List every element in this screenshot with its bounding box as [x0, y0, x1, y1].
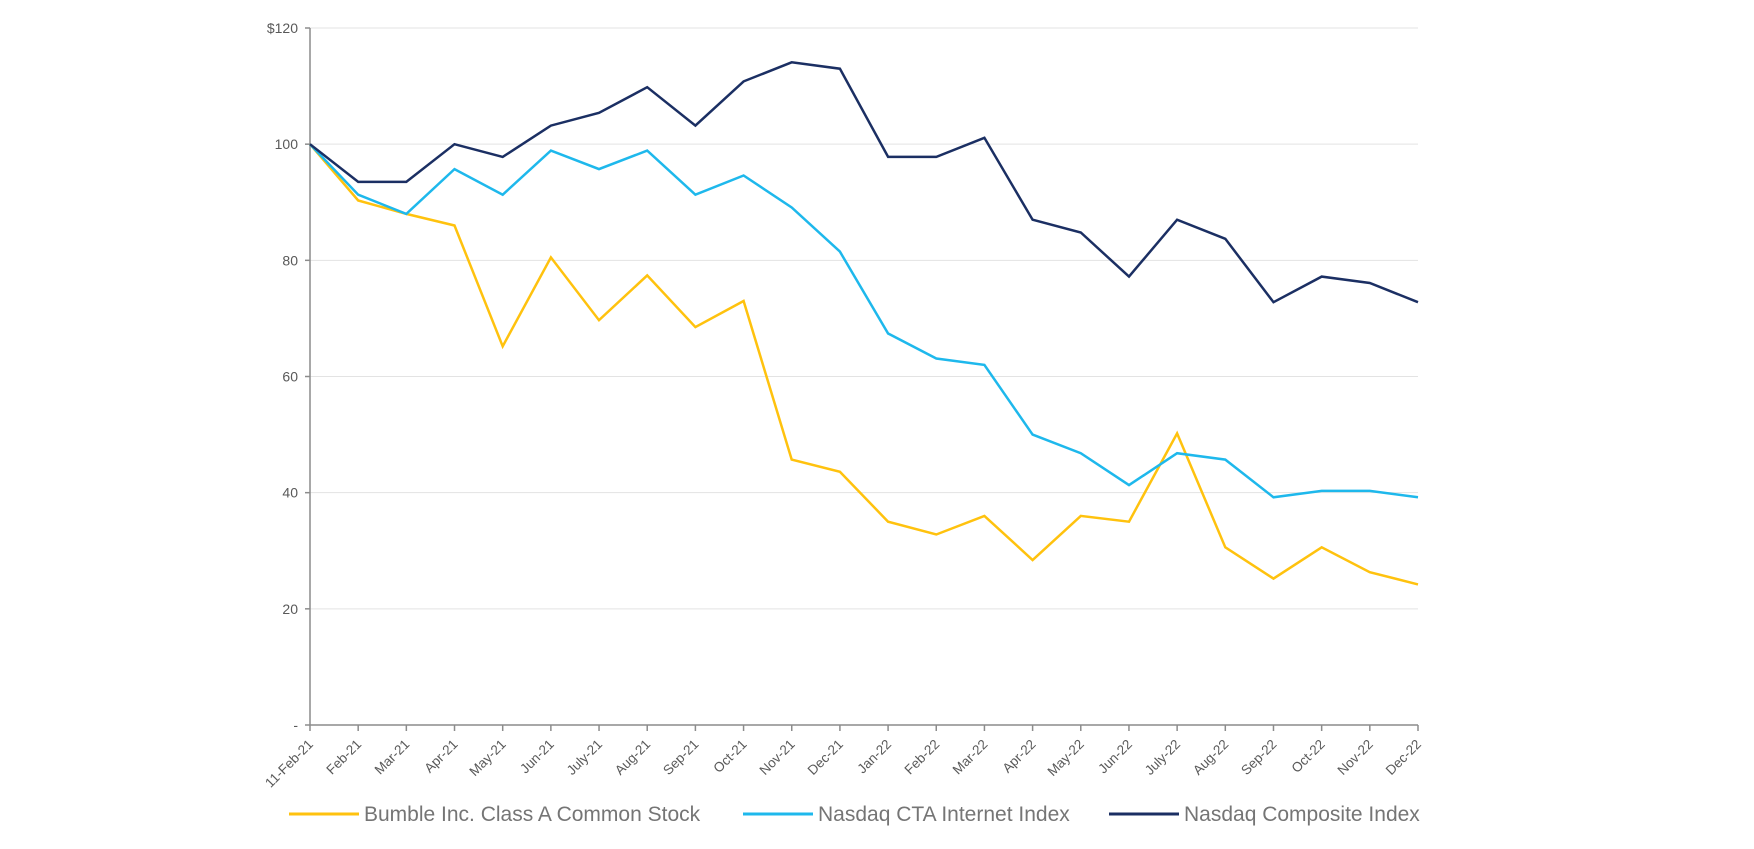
- y-axis-ticks: - 20 40 60 80 100 $120: [267, 20, 298, 733]
- x-tick-label: May-22: [1044, 737, 1086, 779]
- y-tick-label: 40: [282, 485, 298, 501]
- legend-label: Nasdaq Composite Index: [1184, 803, 1420, 826]
- series-line-nasdaq-cta-internet-index: [309, 143, 1419, 499]
- legend-label: Bumble Inc. Class A Common Stock: [364, 803, 701, 826]
- y-tick-label: 20: [282, 601, 298, 617]
- x-tick-label: Sep-22: [1238, 737, 1279, 778]
- axes: [305, 27, 1419, 731]
- series-line-bumble-inc-class-a-common-stock: [309, 143, 1419, 586]
- x-tick-label: Mar-21: [372, 737, 413, 778]
- x-tick-label: Mar-22: [950, 737, 991, 778]
- gridlines: [310, 27, 1418, 610]
- x-tick-label: Jan-22: [854, 737, 894, 777]
- series-lines: [309, 61, 1419, 586]
- series-line-nasdaq-composite-index: [309, 61, 1419, 304]
- x-tick-label: July-22: [1142, 737, 1183, 778]
- x-tick-label: Aug-21: [612, 737, 653, 778]
- y-tick-label: 100: [275, 136, 299, 152]
- legend: Bumble Inc. Class A Common Stock Nasdaq C…: [289, 803, 1420, 826]
- y-tick-label: 60: [282, 369, 298, 385]
- x-tick-label: Apr-21: [421, 737, 460, 776]
- x-tick-label: Sep-21: [660, 737, 701, 778]
- x-tick-label: Nov-22: [1335, 737, 1376, 778]
- legend-label: Nasdaq CTA Internet Index: [818, 803, 1070, 826]
- x-tick-label: Jun-21: [517, 737, 557, 777]
- y-tick-label: -: [293, 717, 298, 733]
- x-tick-label: Oct-21: [710, 737, 749, 776]
- x-tick-label: Jun-22: [1095, 737, 1135, 777]
- x-tick-label: Apr-22: [999, 737, 1038, 776]
- x-tick-label: Oct-22: [1289, 737, 1328, 776]
- x-tick-label: Dec-22: [1383, 737, 1424, 778]
- x-tick-label: Feb-22: [902, 737, 943, 778]
- y-tick-label: $120: [267, 20, 298, 36]
- x-tick-label: Nov-21: [756, 737, 797, 778]
- x-tick-label: Feb-21: [323, 737, 364, 778]
- x-tick-label: May-21: [466, 737, 508, 779]
- x-axis-ticks: 11-Feb-21 Feb-21 Mar-21 Apr-21 May-21 Jun-21 J…: [262, 737, 1424, 791]
- x-tick-label: July-21: [564, 737, 605, 778]
- x-tick-label: Aug-22: [1190, 737, 1231, 778]
- x-tick-label: 11-Feb-21: [262, 737, 316, 791]
- x-tick-label: Dec-21: [805, 737, 846, 778]
- y-tick-label: 80: [282, 252, 298, 268]
